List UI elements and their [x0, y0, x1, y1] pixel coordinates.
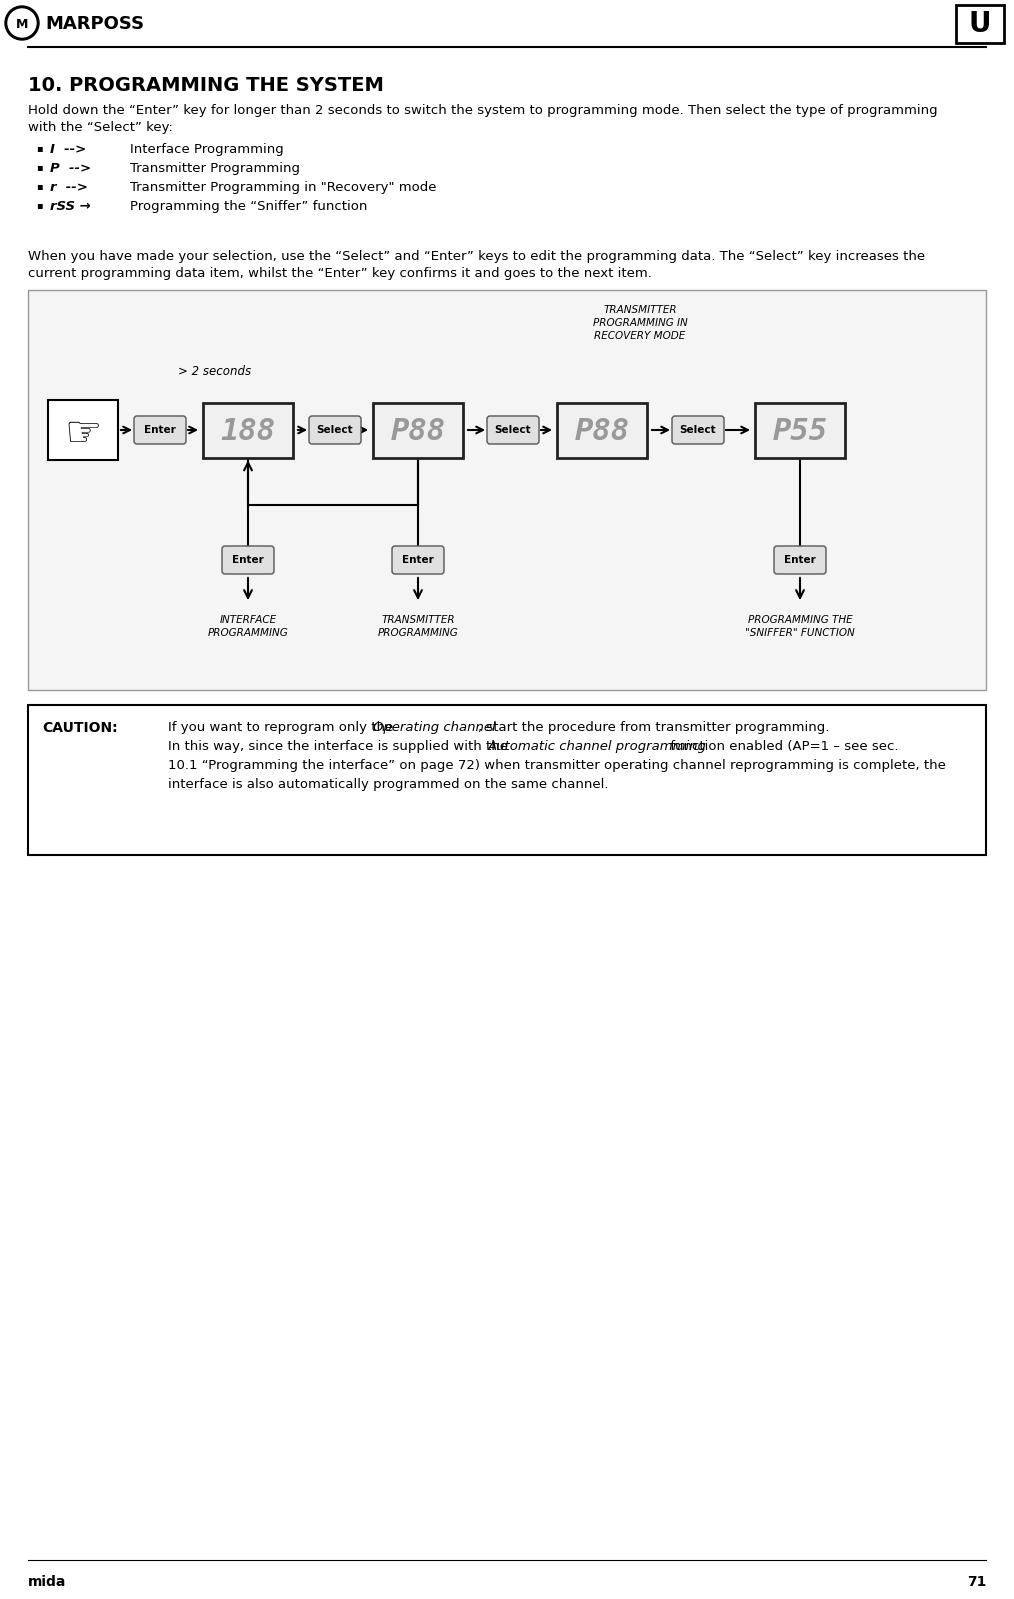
Text: Enter: Enter — [232, 555, 264, 564]
Bar — [373, 403, 463, 457]
Text: Automatic channel programming: Automatic channel programming — [488, 740, 707, 753]
Text: r  -->: r --> — [50, 181, 88, 193]
Text: 71: 71 — [966, 1575, 986, 1589]
Bar — [755, 403, 845, 457]
Text: , start the procedure from transmitter programming.: , start the procedure from transmitter p… — [478, 721, 829, 734]
Text: current programming data item, whilst the “Enter” key confirms it and goes to th: current programming data item, whilst th… — [28, 267, 652, 280]
Text: P88: P88 — [575, 417, 630, 446]
Text: 10.1 “Programming the interface” on page 72) when transmitter operating channel : 10.1 “Programming the interface” on page… — [168, 760, 946, 772]
Text: INTERFACE
PROGRAMMING: INTERFACE PROGRAMMING — [208, 616, 288, 638]
Text: Select: Select — [679, 425, 716, 435]
Text: Enter: Enter — [144, 425, 175, 435]
Text: Select: Select — [316, 425, 353, 435]
Text: function enabled (AP=1 – see sec.: function enabled (AP=1 – see sec. — [666, 740, 898, 753]
Text: P88: P88 — [390, 417, 445, 446]
FancyBboxPatch shape — [487, 416, 539, 445]
FancyBboxPatch shape — [392, 545, 444, 574]
Bar — [557, 403, 647, 457]
Text: ▪: ▪ — [37, 142, 43, 154]
Text: M: M — [16, 18, 28, 30]
FancyBboxPatch shape — [774, 545, 826, 574]
Bar — [956, 5, 1004, 43]
Text: CAUTION:: CAUTION: — [42, 721, 118, 736]
FancyBboxPatch shape — [222, 545, 274, 574]
Text: Enter: Enter — [403, 555, 434, 564]
Text: PROGRAMMING THE
"SNIFFER" FUNCTION: PROGRAMMING THE "SNIFFER" FUNCTION — [745, 616, 855, 638]
FancyBboxPatch shape — [134, 416, 186, 445]
Text: Hold down the “Enter” key for longer than 2 seconds to switch the system to prog: Hold down the “Enter” key for longer tha… — [28, 104, 938, 117]
Text: When you have made your selection, use the “Select” and “Enter” keys to edit the: When you have made your selection, use t… — [28, 249, 925, 262]
Text: ▪: ▪ — [37, 200, 43, 209]
Text: 188: 188 — [220, 417, 276, 446]
Bar — [48, 400, 118, 461]
Text: Transmitter Programming: Transmitter Programming — [130, 161, 300, 174]
Text: interface is also automatically programmed on the same channel.: interface is also automatically programm… — [168, 779, 608, 792]
Circle shape — [8, 10, 37, 37]
Text: I  -->: I --> — [50, 142, 86, 157]
FancyBboxPatch shape — [309, 416, 361, 445]
Circle shape — [5, 6, 39, 40]
FancyBboxPatch shape — [672, 416, 724, 445]
Text: rSS →: rSS → — [50, 200, 90, 213]
Text: > 2 seconds: > 2 seconds — [178, 365, 251, 377]
Bar — [203, 403, 293, 457]
Text: Interface Programming: Interface Programming — [130, 142, 284, 157]
Text: MARPOSS: MARPOSS — [45, 14, 144, 34]
Text: ▪: ▪ — [37, 181, 43, 190]
Text: ☞: ☞ — [64, 413, 101, 454]
Text: Operating channel: Operating channel — [373, 721, 496, 734]
Text: 10. PROGRAMMING THE SYSTEM: 10. PROGRAMMING THE SYSTEM — [28, 77, 384, 94]
Text: Enter: Enter — [784, 555, 816, 564]
Text: with the “Select” key:: with the “Select” key: — [28, 122, 172, 134]
Text: mida: mida — [28, 1575, 66, 1589]
Text: P  -->: P --> — [50, 161, 91, 174]
Text: TRANSMITTER
PROGRAMMING: TRANSMITTER PROGRAMMING — [377, 616, 458, 638]
Text: In this way, since the interface is supplied with the: In this way, since the interface is supp… — [168, 740, 512, 753]
Text: P55: P55 — [773, 417, 827, 446]
Text: If you want to reprogram only the: If you want to reprogram only the — [168, 721, 397, 734]
Bar — [28, 705, 986, 855]
Text: ▪: ▪ — [37, 161, 43, 173]
Text: Programming the “Sniffer” function: Programming the “Sniffer” function — [130, 200, 367, 213]
Text: U: U — [968, 10, 992, 38]
Text: Select: Select — [495, 425, 531, 435]
Text: TRANSMITTER
PROGRAMMING IN
RECOVERY MODE: TRANSMITTER PROGRAMMING IN RECOVERY MODE — [592, 305, 687, 342]
Bar — [28, 289, 986, 691]
Text: Transmitter Programming in "Recovery" mode: Transmitter Programming in "Recovery" mo… — [130, 181, 436, 193]
